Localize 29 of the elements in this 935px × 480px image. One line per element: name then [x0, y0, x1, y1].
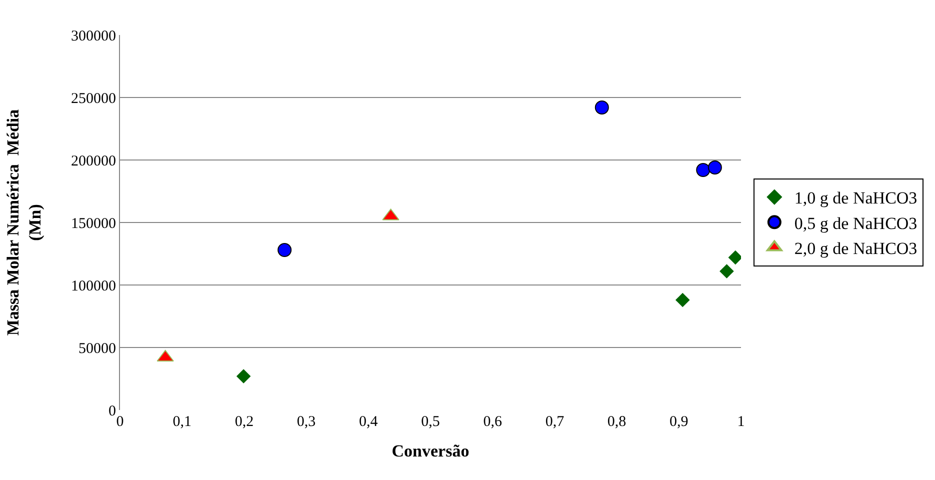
x-tick-label: 0,2 [234, 414, 254, 430]
point [278, 243, 292, 257]
x-tick-label: 0,5 [421, 414, 440, 430]
point [675, 292, 690, 308]
point [236, 369, 251, 384]
legend-label: 1,0 g de NaHCO3 [794, 188, 918, 208]
x-tick-label: 0,4 [359, 414, 378, 430]
point [720, 264, 734, 278]
point [594, 100, 609, 114]
x-tick-label: 0,6 [483, 414, 502, 430]
point [708, 160, 722, 174]
y-tick-label: 300000 [71, 28, 116, 44]
x-tick-label: 0,3 [296, 414, 316, 430]
y-tick-label: 0 [108, 403, 116, 420]
x-axis-title: Conversão [392, 441, 470, 460]
x-tick-label: 1 [737, 414, 745, 430]
legend-label: 2,0 g de NaHCO3 [794, 238, 918, 258]
y-tick-label: 250000 [71, 90, 116, 107]
y-tick-label: 50000 [78, 340, 116, 357]
x-tick-label: 0,1 [172, 414, 192, 430]
x-tick-label: 0,9 [670, 414, 688, 430]
y-tick-label: 100000 [71, 278, 116, 294]
y-tick-label: 200000 [71, 153, 116, 170]
y-tick-label: 150000 [71, 216, 116, 232]
x-tick-label: 0,8 [607, 414, 626, 430]
point [696, 163, 710, 177]
y-axis-title: Massa Molar Numérica Média (Mn) [3, 108, 45, 336]
x-tick-label: 0,7 [545, 414, 565, 430]
legend-label: 0,5 g de NaHCO3 [794, 214, 918, 233]
